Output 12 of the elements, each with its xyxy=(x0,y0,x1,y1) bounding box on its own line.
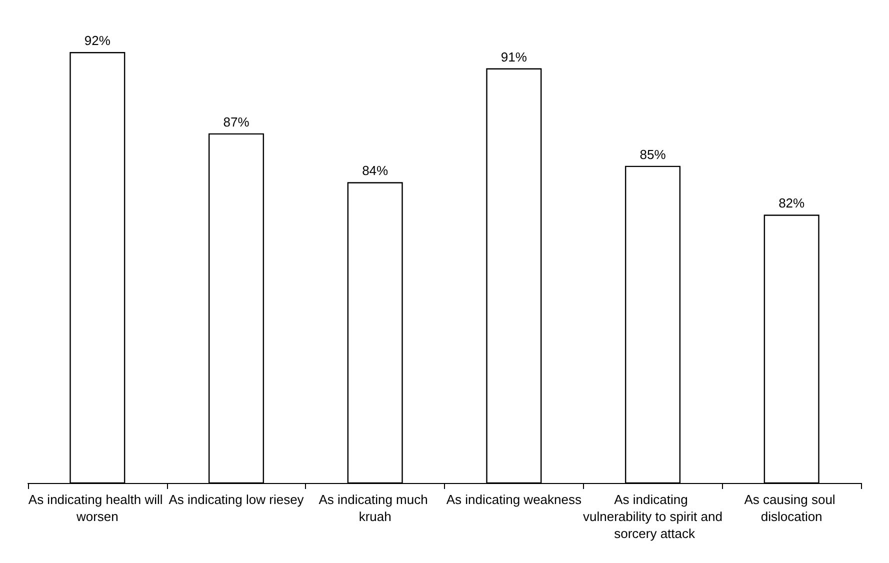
data-label: 92% xyxy=(84,33,111,48)
x-tick-label: As indicating weakness xyxy=(446,492,582,507)
data-label: 91% xyxy=(500,49,528,64)
x-tick-label: As indicating much kruah xyxy=(318,492,432,524)
data-label: 84% xyxy=(362,163,389,178)
data-label: 87% xyxy=(223,114,250,130)
x-tick-label: As causing soul dislocation xyxy=(744,492,839,524)
data-label: 82% xyxy=(778,196,806,211)
data-label: 85% xyxy=(640,146,666,162)
x-tick-label: As indicating low riesey xyxy=(168,492,304,507)
x-tick-label: As indicating vulnerability to spirit and sorcery attack xyxy=(583,492,722,541)
x-tick-label: As indicating health will worsen xyxy=(28,492,166,524)
